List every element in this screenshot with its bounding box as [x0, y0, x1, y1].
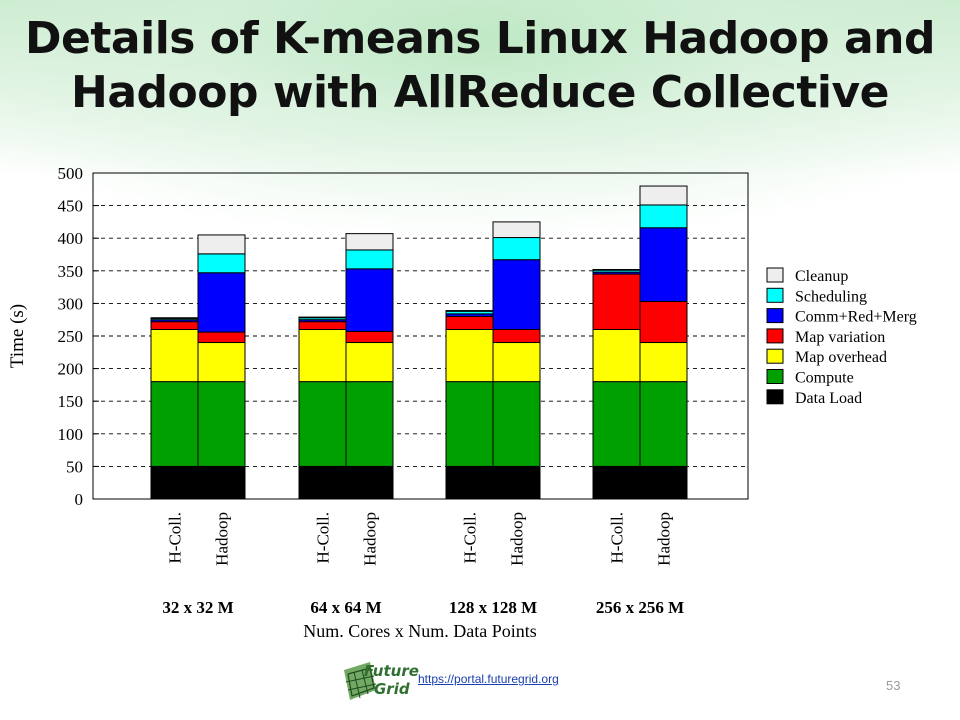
bar-segment-scheduling: [639, 204, 688, 229]
bar-segment-compute: [592, 381, 641, 467]
bar-segment-map-variation: [197, 331, 246, 344]
bar-segment-comm-red-merg: [197, 272, 246, 333]
bar-segment-cleanup: [197, 234, 246, 255]
legend-label: Map overhead: [795, 349, 887, 366]
legend-label: Cleanup: [795, 268, 848, 285]
bar-segment-cleanup: [445, 310, 494, 312]
title-line-1: Details of K-means Linux Hadoop and: [25, 13, 935, 64]
bar-segment-cleanup: [592, 268, 641, 271]
bar-segment-compute: [639, 381, 688, 467]
bar-label: Hadoop: [213, 512, 232, 566]
bar-segment-map-overhead: [150, 328, 199, 383]
bar-segment-cleanup: [345, 233, 394, 251]
y-tick-label: 450: [58, 197, 84, 216]
bar-segment-data-load: [298, 465, 347, 500]
legend-label: Scheduling: [795, 288, 867, 305]
legend-label: Comm+Red+Merg: [795, 309, 917, 326]
bar-segment-data-load: [197, 465, 246, 500]
y-tick-label: 0: [75, 490, 84, 509]
title-line-2: Hadoop with AllReduce Collective: [71, 67, 889, 118]
bar-segment-map-overhead: [639, 342, 688, 383]
legend-label: Compute: [795, 370, 854, 387]
legend-label: Map variation: [795, 329, 885, 346]
legend: Cleanup Scheduling Comm+Red+Merg Map variat…: [766, 267, 917, 407]
bar-segment-data-load: [639, 465, 688, 500]
bar-segment-map-overhead: [345, 342, 394, 383]
bar-segment-scheduling: [492, 237, 541, 261]
legend-swatch: [766, 267, 784, 283]
portal-link[interactable]: https://portal.futuregrid.org: [418, 672, 559, 686]
y-tick-label: 350: [58, 262, 84, 281]
bar-label: Hadoop: [361, 512, 380, 566]
bar-segment-map-overhead: [492, 342, 541, 383]
x-axis-labels: H-Coll. Hadoop 32 x 32 M H-Coll. Hadoop 64 x …: [162, 512, 684, 617]
bar-segment-comm-red-merg: [639, 227, 688, 302]
bar-segment-comm-red-merg: [345, 268, 394, 332]
bar-label: H-Coll.: [461, 512, 480, 563]
bar-label: Hadoop: [655, 512, 674, 566]
bar-label: H-Coll.: [314, 512, 333, 563]
bar-segment-map-overhead: [197, 342, 246, 383]
bar-segment-compute: [492, 381, 541, 467]
bar-segment-cleanup: [639, 185, 688, 206]
legend-swatch: [766, 308, 784, 324]
bar-segment-cleanup: [298, 316, 347, 319]
bar-segment-compute: [197, 381, 246, 467]
bar-segment-scheduling: [345, 249, 394, 270]
bar-segment-comm-red-merg: [492, 259, 541, 330]
bar-label: Hadoop: [508, 512, 527, 566]
bar-segment-map-variation: [445, 315, 494, 330]
y-tick-label: 400: [58, 229, 84, 248]
bar-segment-map-variation: [298, 321, 347, 330]
y-tick-label: 500: [58, 164, 84, 183]
bar-segment-compute: [345, 381, 394, 467]
bar-segment-scheduling: [197, 253, 246, 274]
bar-segment-data-load: [345, 465, 394, 500]
legend-swatch: [766, 369, 784, 384]
futuregrid-logo: Future Grid: [340, 660, 419, 706]
y-tick-label: 50: [66, 457, 83, 476]
bar-segment-cleanup: [492, 221, 541, 239]
bar-segment-map-variation: [592, 273, 641, 330]
y-tick-label: 150: [58, 392, 84, 411]
page-number: 53: [886, 678, 901, 693]
bar-segment-map-overhead: [592, 328, 641, 383]
y-tick-label: 100: [58, 425, 84, 444]
bar-label: H-Coll.: [608, 512, 627, 563]
y-tick-label: 250: [58, 327, 84, 346]
y-tick-label: 200: [58, 360, 84, 379]
bar-segment-compute: [150, 381, 199, 467]
legend-swatch: [766, 328, 784, 344]
bar-segment-map-overhead: [445, 328, 494, 383]
bar-segment-data-load: [592, 465, 641, 500]
bar-segment-map-variation: [150, 321, 199, 330]
bar-segment-cleanup: [150, 317, 199, 319]
y-tick-label: 300: [58, 294, 84, 313]
legend-label: Data Load: [795, 390, 862, 407]
bar-label: H-Coll.: [166, 512, 185, 563]
bar-segment-map-variation: [345, 330, 394, 344]
group-label: 64 x 64 M: [310, 598, 381, 617]
group-label: 32 x 32 M: [162, 598, 233, 617]
legend-swatch: [766, 389, 784, 405]
bar-segment-map-overhead: [298, 328, 347, 383]
bar-segment-map-variation: [492, 328, 541, 344]
bar-segment-compute: [298, 381, 347, 467]
bar-segment-data-load: [492, 465, 541, 500]
bar-segment-data-load: [150, 465, 199, 500]
legend-swatch: [766, 348, 784, 364]
bar-segment-map-variation: [639, 300, 688, 344]
legend-swatch: [766, 287, 784, 303]
y-axis-ticks: 0 50 100 150 200 250 300 350 400 450 500: [58, 164, 99, 509]
y-axis-title: Time (s): [7, 304, 28, 368]
group-label: 128 x 128 M: [449, 598, 537, 617]
slide-title: Details of K-means Linux Hadoop and Hado…: [0, 12, 960, 120]
bar-segment-data-load: [445, 465, 494, 500]
group-label: 256 x 256 M: [596, 598, 684, 617]
bars: [150, 185, 688, 500]
x-axis-title: Num. Cores x Num. Data Points: [303, 621, 537, 641]
bar-segment-compute: [445, 381, 494, 467]
